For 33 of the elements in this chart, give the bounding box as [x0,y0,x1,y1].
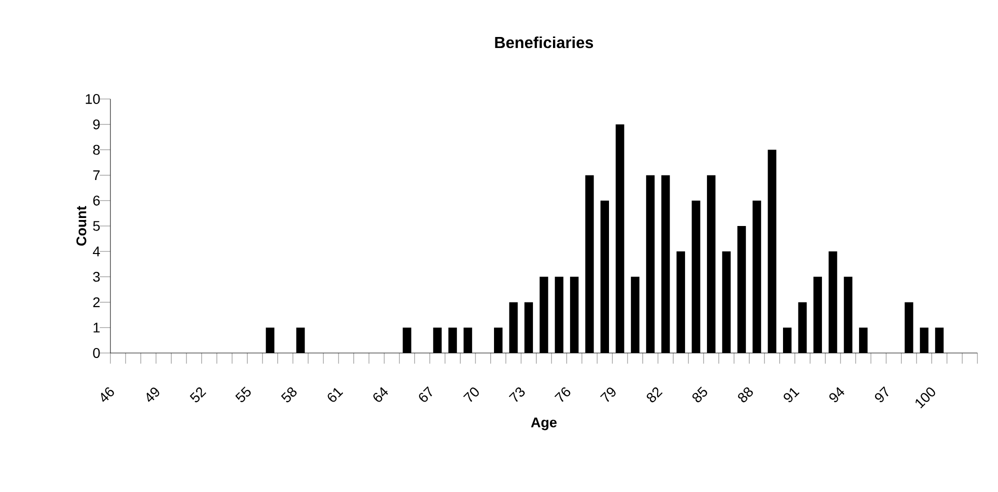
x-tick-label: 58 [281,387,297,402]
x-tick-label: 73 [508,387,525,402]
y-tick-label: 4 [92,246,100,256]
x-tick-label: 76 [554,387,570,402]
y-tick-label: 9 [93,119,100,130]
x-tick-label: 52 [190,387,206,402]
x-tick-label: 82 [646,387,663,402]
y-tick-label: 2 [93,297,100,308]
y-axis-title: Count [76,206,86,246]
y-tick-label: 10 [86,94,100,104]
y-tick-label: 3 [93,272,100,282]
y-tick-label: 5 [93,221,100,231]
x-tick-label: 55 [235,386,251,402]
y-tick-label: 0 [93,348,100,358]
x-tick-label: 91 [784,388,800,402]
y-tick-label: 1 [94,322,100,332]
x-tick-label: 64 [373,387,388,402]
x-tick-label: 61 [328,388,344,402]
x-tick-label: 70 [463,388,479,402]
chart-title: Beneficiaries [495,36,594,48]
x-tick-label: 94 [829,387,844,402]
y-tick-label: 8 [93,144,100,155]
x-tick-label: 49 [146,388,160,402]
x-tick-label: 100 [916,388,936,408]
x-tick-label: 67 [419,386,432,402]
x-tick-label: 79 [600,388,616,402]
x-tick-label: 88 [738,387,753,402]
x-tick-label: 85 [692,386,708,402]
y-tick-label: 7 [93,170,100,180]
x-tick-label: 97 [874,386,888,402]
x-axis-title: Age [531,418,557,430]
y-tick-label: 6 [93,196,100,206]
x-tick-label: 46 [101,387,114,402]
